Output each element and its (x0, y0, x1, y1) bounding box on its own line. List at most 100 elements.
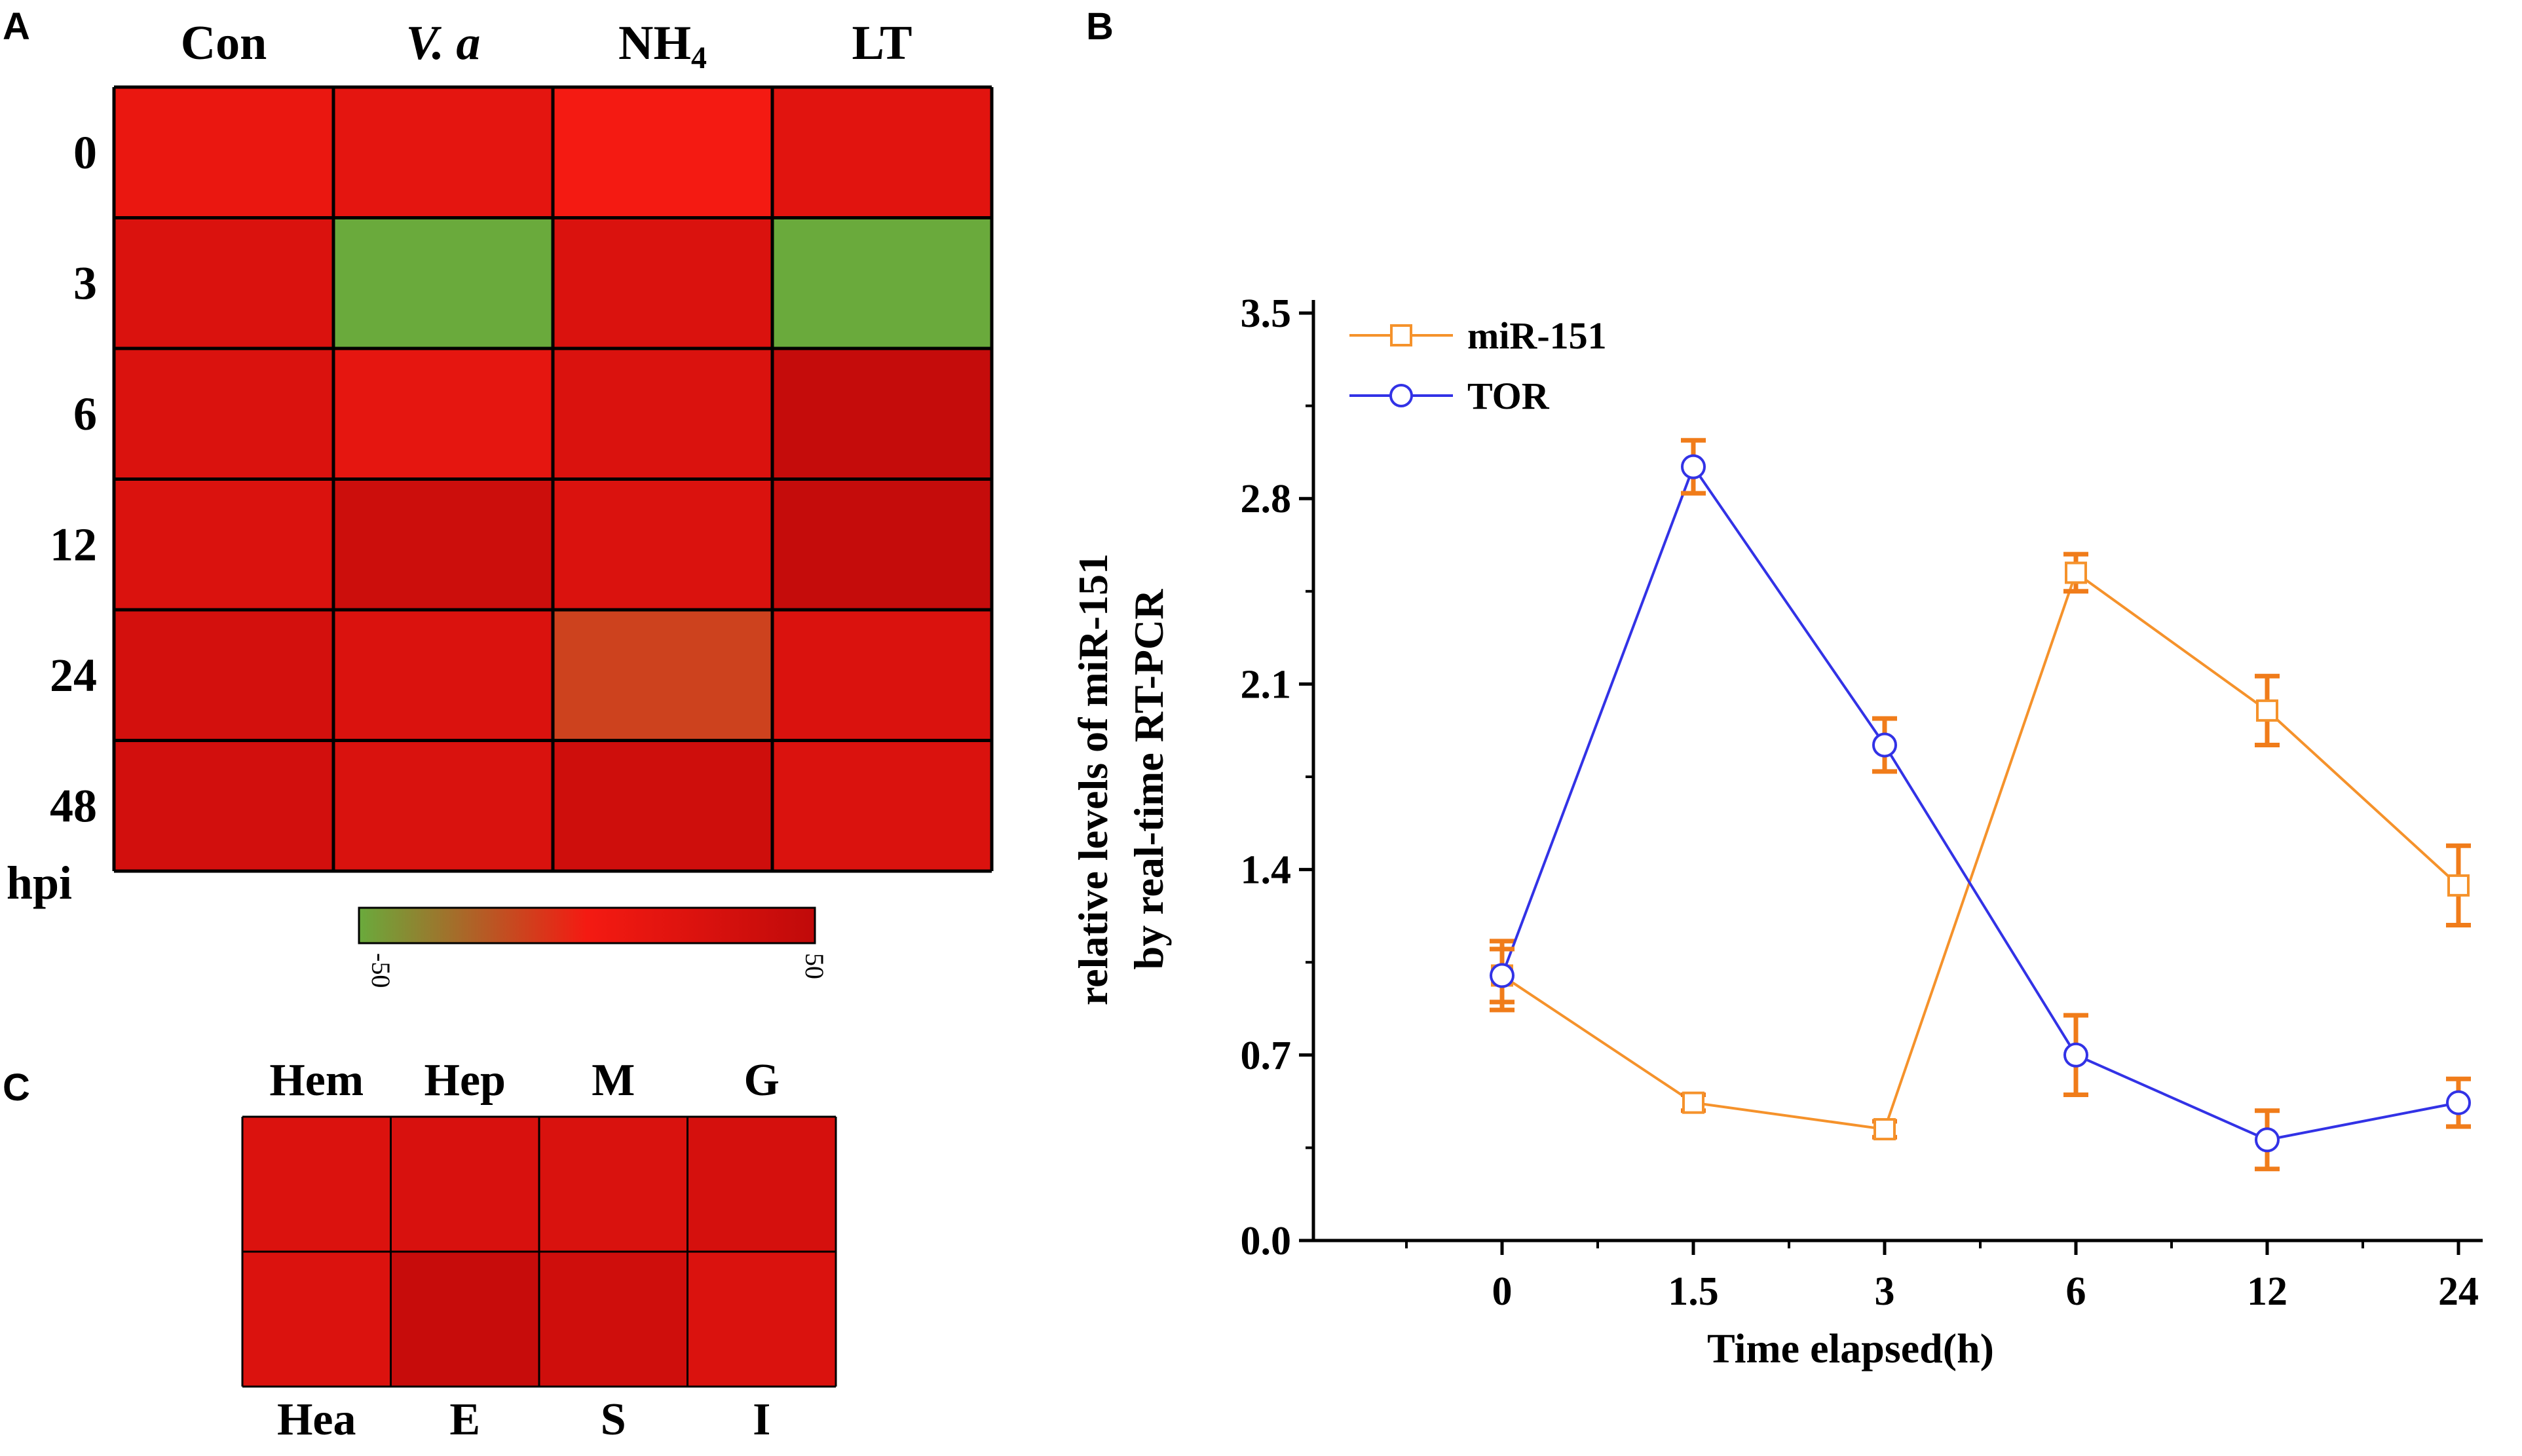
y-tick-label: 1.4 (1241, 848, 1292, 893)
heatmap-a-row-labels: 0 3 6 12 24 48 (50, 126, 97, 832)
heatmap-a-row-label: 3 (73, 257, 97, 309)
x-tick-label: 24 (2438, 1269, 2479, 1314)
data-point-square (2447, 874, 2470, 897)
heatmap-a-column-label: NH4 (618, 16, 707, 75)
heatmap-a-cell (114, 740, 333, 871)
heatmap-c-bottom-label: E (449, 1394, 480, 1445)
colorbar-min-label: -50 (366, 953, 396, 988)
heatmap-c-top-label: Hep (424, 1055, 506, 1106)
heatmap-a-cell (333, 87, 553, 218)
legend-marker-tor (1389, 384, 1413, 407)
y-axis-title-line1: relative levels of miR-151 (1070, 553, 1116, 1005)
heatmap-a-cell (114, 217, 333, 348)
heatmap-c: Hem Hep M G Hea E S I (241, 1055, 837, 1445)
heatmap-a-cell (772, 87, 992, 218)
data-point-square (2256, 699, 2278, 722)
heatmap-a-row-label: 0 (73, 126, 97, 179)
heatmap-a-cell (114, 87, 333, 218)
heatmap-c-cells (242, 1117, 836, 1387)
data-point-circle (1681, 454, 1706, 479)
heatmap-c-bottom-label: I (753, 1394, 770, 1445)
series-line (1501, 464, 2459, 1142)
heatmap-c-cell (687, 1117, 836, 1252)
heatmap-a-cell (333, 348, 553, 479)
legend-marker-mir151 (1390, 324, 1412, 346)
data-point-circle (1872, 732, 1897, 758)
panel-letter-a: A (3, 5, 30, 48)
x-tick-label: 1.5 (1668, 1269, 1719, 1314)
heatmap-c-cell (390, 1252, 539, 1387)
legend: miR-151 TOR (1349, 314, 1607, 417)
heatmap-a-cell (114, 479, 333, 610)
heatmap-a-cell (553, 348, 772, 479)
heatmap-c-top-labels: Hem Hep M G (269, 1055, 780, 1106)
x-tick-labels: 0 1.5 3 6 12 24 (1492, 1269, 2479, 1314)
heatmap-a-row-label: 6 (73, 388, 97, 440)
heatmap-a-cell (333, 479, 553, 610)
heatmap-a-cell (772, 348, 992, 479)
heatmap-a-cell (553, 479, 772, 610)
heatmap-a-column-label: LT (852, 16, 913, 70)
x-tick-label: 0 (1492, 1269, 1513, 1314)
y-tick-label: 2.1 (1241, 662, 1292, 707)
heatmap-a-row-label: 24 (50, 649, 97, 701)
heatmap-a-row-label: 12 (50, 518, 97, 570)
x-axis-title: Time elapsed(h) (1707, 1325, 1994, 1372)
legend-label-mir151: miR-151 (1467, 314, 1607, 357)
heatmap-a-cell (114, 610, 333, 741)
series-tor (1490, 438, 2471, 1172)
x-tick-label: 3 (1875, 1269, 1895, 1314)
data-point-square (2065, 561, 2087, 584)
data-point-circle (2063, 1042, 2088, 1068)
heatmap-a-cell (333, 740, 553, 871)
line-chart-axes (1299, 300, 2483, 1255)
data-point-square (1682, 1091, 1704, 1114)
heatmap-a-row-label: 48 (50, 779, 97, 832)
heatmap-a-cell (772, 610, 992, 741)
legend-label-tor: TOR (1467, 375, 1550, 417)
colorbar (358, 906, 816, 944)
y-tick-label: 0.7 (1241, 1034, 1292, 1078)
y-tick-label: 0.0 (1241, 1219, 1292, 1263)
line-chart-b: 0.0 0.7 1.4 2.1 2.8 3.5 0 1.5 3 6 12 24 Time elaps… (1070, 291, 2483, 1372)
heatmap-c-bottom-label: S (601, 1394, 626, 1445)
heatmap-a-cell (553, 87, 772, 218)
heatmap-c-cell (539, 1117, 688, 1252)
colorbar-max-label: 50 (800, 953, 829, 979)
heatmap-a-cell (114, 348, 333, 479)
heatmap-a-cell (772, 740, 992, 871)
heatmap-c-top-label: M (592, 1055, 635, 1106)
data-point-circle (2255, 1127, 2280, 1153)
heatmap-c-top-label: G (744, 1055, 780, 1106)
heatmap-a-cell (553, 740, 772, 871)
heatmap-a-cell (333, 610, 553, 741)
heatmap-a-cell (553, 610, 772, 741)
heatmap-a-column-label: Con (181, 16, 267, 70)
heatmap-c-bottom-label: Hea (277, 1394, 356, 1445)
heatmap-a-cell (333, 217, 553, 348)
heatmap-a-column-label: V. a (406, 16, 481, 70)
data-point-square (1873, 1118, 1896, 1141)
y-tick-labels: 0.0 0.7 1.4 2.1 2.8 3.5 (1241, 291, 1292, 1263)
series-line (1501, 570, 2460, 1131)
data-point-circle (2446, 1090, 2471, 1115)
heatmap-c-bottom-labels: Hea E S I (277, 1394, 770, 1445)
series-mir-151 (1490, 551, 2471, 1141)
panel-letter-b: B (1086, 5, 1114, 48)
y-axis-title-line2: by real-time RT-PCR (1125, 589, 1172, 970)
heatmap-c-grid (241, 1115, 837, 1388)
heatmap-a-cell (772, 479, 992, 610)
x-tick-label: 12 (2247, 1269, 2287, 1314)
heatmap-a-cell (553, 217, 772, 348)
x-tick-label: 6 (2066, 1269, 2086, 1314)
heatmap-c-cell (242, 1252, 391, 1387)
heatmap-c-cell (242, 1117, 391, 1252)
heatmap-a-column-labels: Con V. a NH4 LT (181, 16, 913, 75)
heatmap-a-cells (114, 87, 992, 871)
y-tick-label: 3.5 (1241, 291, 1292, 336)
heatmap-c-top-label: Hem (269, 1055, 364, 1106)
data-point-circle (1490, 963, 1515, 988)
heatmap-c-cell (390, 1117, 539, 1252)
y-tick-label: 2.8 (1241, 477, 1292, 521)
